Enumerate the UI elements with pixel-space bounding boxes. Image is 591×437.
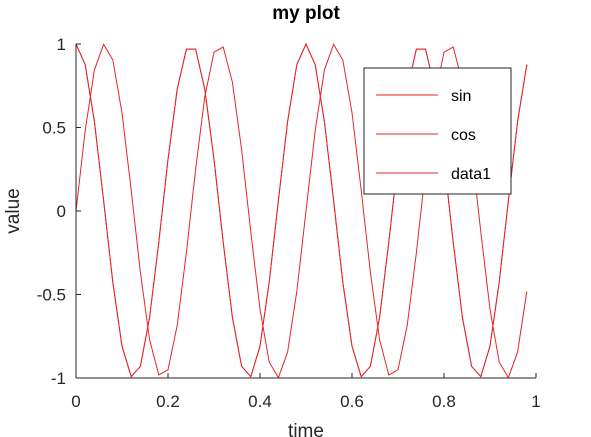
- y-tick-label: 1: [57, 35, 66, 54]
- x-tick-label: 0.8: [432, 392, 456, 411]
- x-tick-label: 0.2: [156, 392, 180, 411]
- x-tick-label: 1: [531, 392, 540, 411]
- x-tick-label: 0: [71, 392, 80, 411]
- legend-label-sin: sin: [451, 88, 471, 105]
- y-tick-label: 0.5: [42, 119, 66, 138]
- x-axis-label: time: [288, 421, 324, 437]
- x-tick-label: 0.4: [248, 392, 272, 411]
- series-group: [75, 42, 528, 379]
- legend-label-cos: cos: [451, 127, 476, 144]
- series-line-data1: [75, 42, 528, 378]
- x-tick-label: 0.6: [340, 392, 364, 411]
- chart-title: my plot: [272, 3, 340, 24]
- y-tick-label: -0.5: [37, 286, 66, 305]
- legend: sin cos data1: [363, 67, 512, 195]
- y-tick-label: 0: [57, 202, 66, 221]
- legend-label-data1: data1: [451, 166, 491, 183]
- y-tick-label: -1: [51, 369, 66, 388]
- y-axis-label: value: [3, 188, 24, 233]
- plot-area: 0 0.2 0.4 0.6 0.8 1 1 0.5 0 -0.5 -1: [37, 35, 541, 411]
- series-line-sin: [75, 43, 528, 379]
- ticks-group: 0 0.2 0.4 0.6 0.8 1 1 0.5 0 -0.5 -1: [37, 35, 541, 411]
